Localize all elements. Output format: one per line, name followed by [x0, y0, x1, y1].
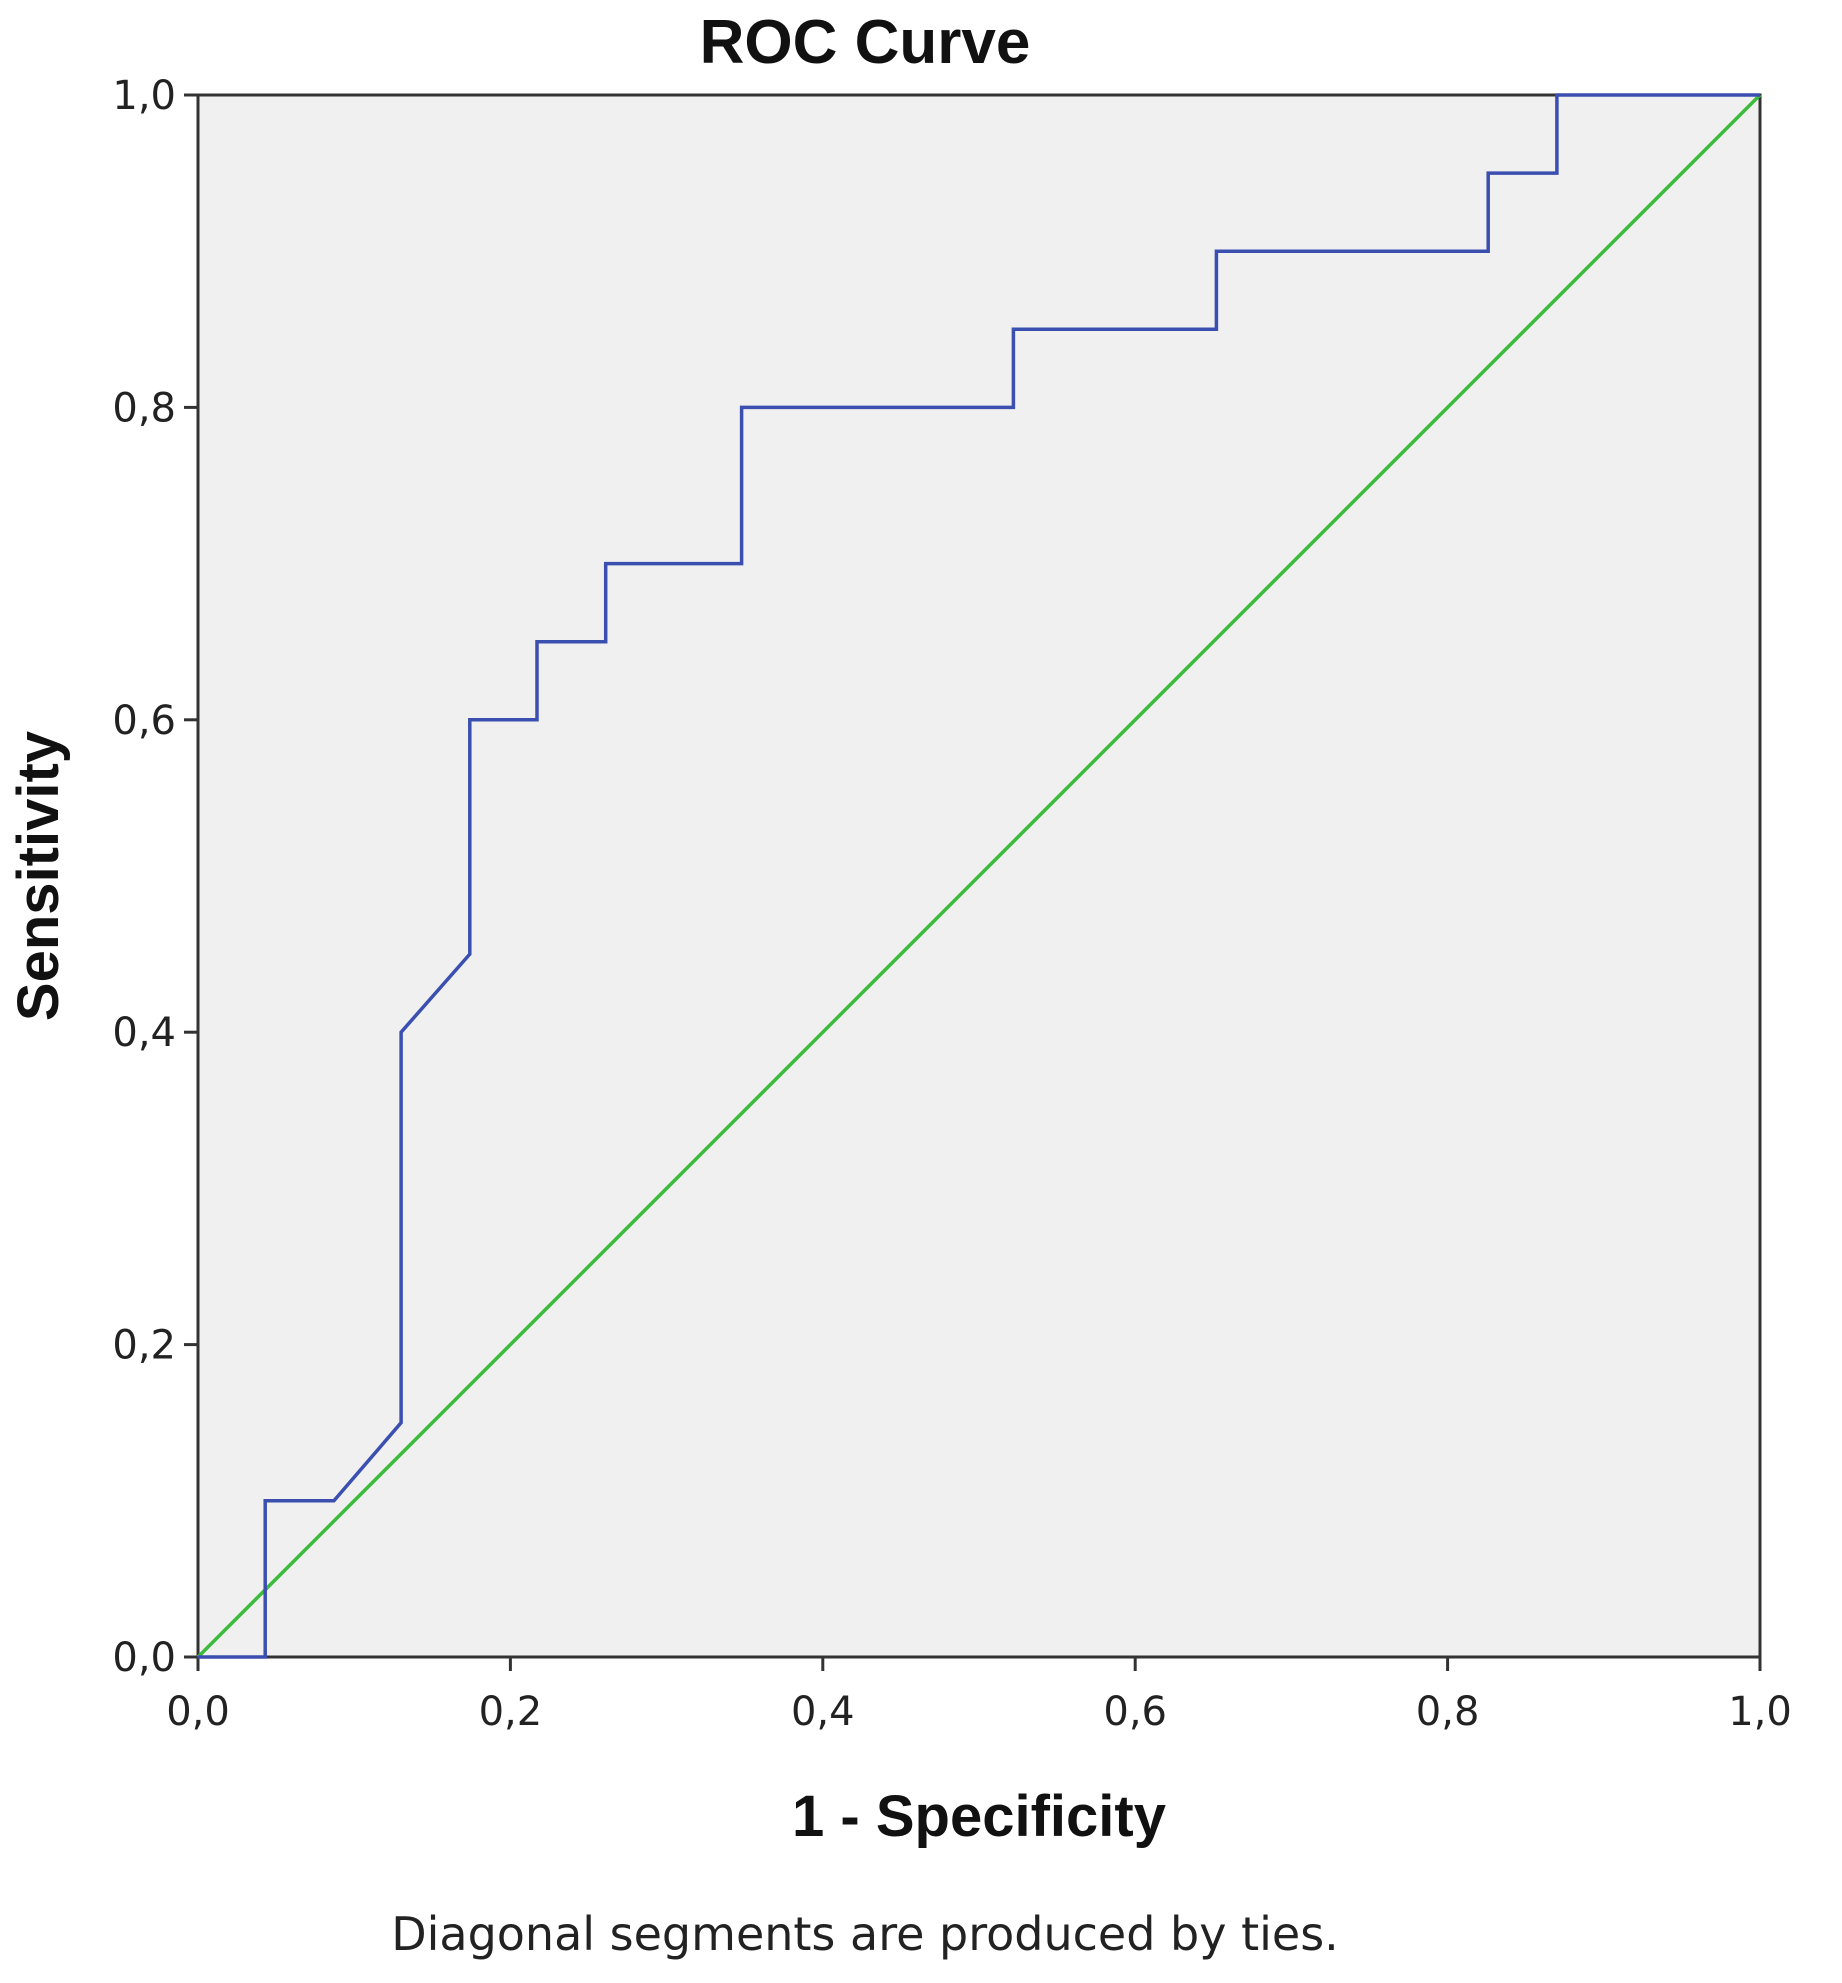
footnote: Diagonal segments are produced by ties. — [391, 1907, 1339, 1961]
y-tick-label: 0,2 — [112, 1323, 176, 1369]
x-tick-label: 1,0 — [1728, 1689, 1792, 1735]
x-tick-label: 0,2 — [479, 1689, 543, 1735]
roc-curve-line — [198, 93, 1760, 1659]
x-tick-label: 0,4 — [791, 1689, 855, 1735]
y-tick-label: 0,4 — [112, 1010, 176, 1056]
y-tick-label: 0,6 — [112, 698, 176, 744]
x-tick-label: 0,6 — [1103, 1689, 1167, 1735]
reference-diagonal-line — [196, 93, 1762, 1659]
x-tick-label: 0,0 — [166, 1689, 230, 1735]
x-axis-ticks: 0,0 0,2 0,4 0,6 0,8 1,0 — [166, 1657, 1792, 1735]
y-axis-ticks: 0,0 0,2 0,4 0,6 0,8 1,0 — [112, 73, 198, 1681]
y-tick-label: 0,8 — [112, 385, 176, 431]
chart-title: ROC Curve — [700, 8, 1031, 77]
y-axis-label: Sensitivity — [6, 731, 71, 1021]
x-tick-label: 0,8 — [1416, 1689, 1480, 1735]
y-tick-label: 0,0 — [112, 1635, 176, 1681]
x-axis-label: 1 - Specificity — [792, 1784, 1166, 1849]
y-tick-label: 1,0 — [112, 73, 176, 119]
